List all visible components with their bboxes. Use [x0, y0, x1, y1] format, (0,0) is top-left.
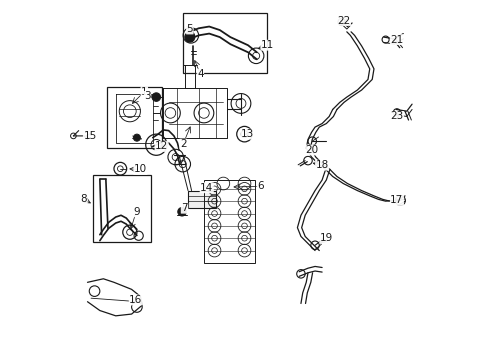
Bar: [203, 180, 255, 263]
Text: 16: 16: [129, 295, 142, 305]
Text: 8: 8: [81, 194, 87, 204]
Text: 10: 10: [134, 165, 147, 174]
Text: 5: 5: [186, 24, 193, 34]
Text: 23: 23: [389, 112, 403, 121]
Text: 1: 1: [141, 87, 147, 97]
Text: 7: 7: [181, 203, 187, 213]
Bar: [183, 13, 267, 73]
Text: 4: 4: [197, 69, 203, 79]
Text: 18: 18: [315, 160, 328, 170]
Text: 15: 15: [83, 131, 97, 141]
Text: 17: 17: [389, 195, 403, 206]
Text: 13: 13: [240, 129, 253, 139]
Text: 2: 2: [180, 139, 186, 149]
Text: 21: 21: [389, 35, 403, 45]
Circle shape: [178, 207, 186, 216]
Circle shape: [184, 32, 194, 42]
Text: 12: 12: [155, 141, 168, 152]
Text: 9: 9: [133, 207, 139, 217]
Bar: [93, 175, 151, 242]
Text: 3: 3: [144, 91, 150, 102]
Text: 11: 11: [260, 40, 273, 50]
Text: 20: 20: [305, 145, 318, 155]
Circle shape: [152, 93, 160, 101]
Text: 14: 14: [200, 183, 213, 193]
Bar: [107, 86, 161, 148]
Circle shape: [133, 134, 140, 141]
Bar: [188, 190, 216, 207]
Text: 22: 22: [337, 15, 350, 26]
Text: 19: 19: [319, 233, 332, 243]
Text: 6: 6: [257, 181, 263, 192]
